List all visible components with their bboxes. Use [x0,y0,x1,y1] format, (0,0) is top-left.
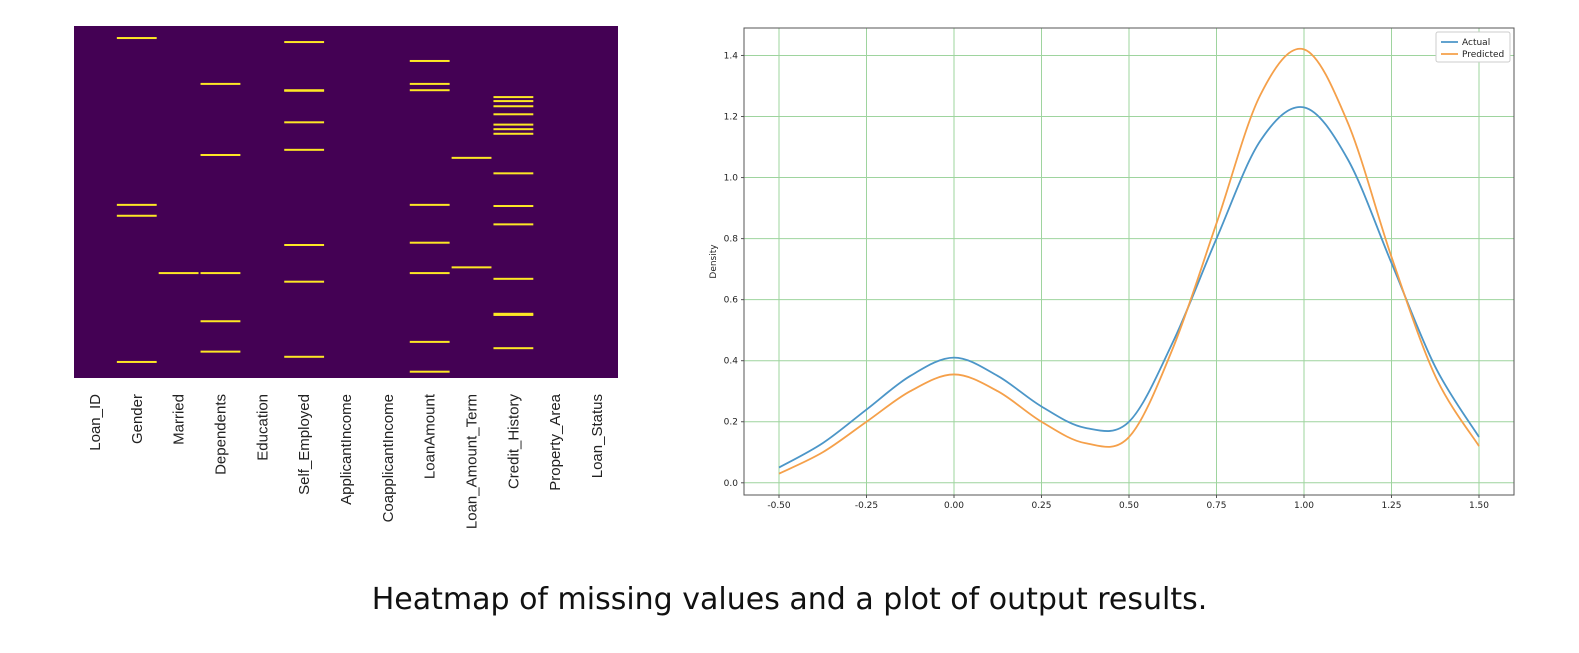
missing-value-mark [200,153,241,156]
missing-value-mark [409,340,450,343]
missing-value-mark [493,277,534,280]
x-tick-label: -0.50 [767,501,791,511]
missing-value-mark [451,266,492,269]
heatmap-column-label: LoanAmount [422,393,439,479]
x-tick-label: 1.50 [1469,501,1489,511]
legend: Actual Predicted [1435,31,1511,63]
missing-value-mark [493,172,534,175]
missing-value-mark [409,82,450,85]
heatmap-missing-marks [116,37,534,373]
heatmap-background [74,26,618,378]
missing-value-mark [409,241,450,244]
y-tick-label: 1.4 [724,51,739,61]
heatmap-column-label: Dependents [212,394,229,475]
figure-caption: Heatmap of missing values and a plot of … [371,582,1208,617]
missing-value-mark [284,280,325,283]
heatmap-column-label: Gender [129,394,146,444]
x-tick-label: 1.25 [1381,501,1401,511]
missing-value-mark [284,89,325,92]
missing-value-mark [493,105,534,108]
y-tick-label: 0.4 [724,357,739,367]
missing-value-mark [284,121,325,124]
missing-value-mark [200,320,241,323]
heatmap-column-label: Property_Area [547,393,564,490]
y-tick-label: 1.0 [724,174,739,184]
missing-values-heatmap: Loan_ID Gender Married Dependents Education S… [0,0,640,560]
missing-value-mark [284,355,325,358]
heatmap-column-label: ApplicantIncome [338,394,355,505]
missing-value-mark [200,350,241,353]
missing-value-mark [116,203,157,206]
missing-value-mark [409,59,450,62]
heatmap-column-label: Loan_Amount_Term [464,394,481,529]
heatmap-canvas: Loan_ID Gender Married Dependents Education S… [74,26,618,529]
missing-value-mark [493,205,534,208]
missing-value-mark [284,41,325,44]
heatmap-column-label: Loan_ID [87,394,104,451]
heatmap-column-label: Credit_History [505,394,522,490]
x-tick-label: 0.50 [1119,501,1139,511]
missing-value-mark [116,37,157,40]
missing-value-mark [200,272,241,275]
y-tick-label: 0.2 [724,418,738,428]
missing-value-mark [116,214,157,217]
x-tick-label: 0.00 [944,501,964,511]
missing-value-mark [409,203,450,206]
missing-value-mark [409,370,450,373]
missing-value-mark [200,82,241,85]
y-tick-label: 1.2 [724,113,738,123]
heatmap-column-label: Education [254,394,271,461]
missing-value-mark [451,156,492,159]
missing-value-mark [158,272,199,275]
missing-value-mark [409,272,450,275]
missing-value-mark [493,128,534,131]
missing-value-mark [493,123,534,126]
missing-value-mark [493,313,534,316]
x-tick-label: -0.25 [855,501,878,511]
heatmap-column-labels: Loan_ID Gender Married Dependents Education S… [87,393,606,529]
missing-value-mark [493,312,534,315]
legend-label: Actual [1462,38,1490,48]
heatmap-column-label: CoapplicantIncome [380,394,397,522]
y-tick-label: 0.0 [724,479,739,489]
grid-lines [744,28,1514,495]
series-lines [778,47,1480,475]
x-tick-label: 0.75 [1206,501,1226,511]
x-tick-labels: -0.50 -0.25 0.00 0.25 0.50 0.75 1.00 1.25 1.50 [767,495,1489,511]
missing-value-mark [116,360,157,363]
heatmap-column-label: Self_Employed [296,394,313,495]
y-axis-label: Density [709,244,719,279]
missing-value-mark [284,148,325,151]
density-plot-canvas: -0.50 -0.25 0.00 0.25 0.50 0.75 1.00 1.25 1.50 0… [709,27,1515,511]
legend-label: Predicted [1462,50,1504,60]
missing-value-mark [493,223,534,226]
missing-value-mark [493,132,534,135]
missing-value-mark [493,347,534,350]
heatmap-column-label: Married [171,394,188,445]
missing-value-mark [493,113,534,116]
missing-value-mark [493,96,534,99]
missing-value-mark [493,100,534,103]
heatmap-column-label: Loan_Status [589,394,606,478]
density-plot: -0.50 -0.25 0.00 0.25 0.50 0.75 1.00 1.25 1.50 0… [690,0,1550,540]
series-line-actual [778,106,1480,469]
missing-value-mark [284,243,325,246]
x-tick-label: 1.00 [1294,501,1314,511]
y-tick-label: 0.6 [724,296,739,306]
y-tick-labels: 0.0 0.2 0.4 0.6 0.8 1.0 1.2 1.4 [724,51,744,489]
series-line-predicted [778,47,1480,475]
missing-value-mark [409,89,450,92]
x-tick-label: 0.25 [1031,501,1051,511]
y-tick-label: 0.8 [724,235,739,245]
